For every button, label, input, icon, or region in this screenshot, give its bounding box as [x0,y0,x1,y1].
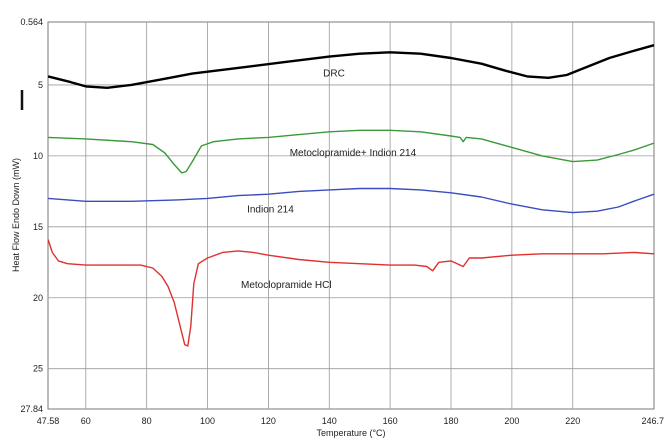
y-tick-label: 27.84 [20,404,43,414]
x-tick-label: 100 [200,416,215,426]
series-line-2 [48,129,655,174]
series-annotation-4: Metoclopramide HCl [241,280,332,291]
x-tick-label: 220 [565,416,580,426]
x-tick-label: 180 [443,416,458,426]
y-tick-label: 20 [33,293,43,303]
x-tick-label: 47.58 [37,416,60,426]
x-axis-ticks: 47.58 60 80 100 120 140 160 180 200 220 246.7 [37,416,664,426]
y-tick-label: 0.564 [20,17,43,27]
x-tick-label: 200 [504,416,519,426]
y-tick-label: 10 [33,151,43,161]
plot-frame [47,21,655,410]
series-annotation-1: DRC [323,68,345,79]
x-tick-label: 246.7 [641,416,664,426]
y-tick-label: 5 [38,80,43,90]
x-tick-label: 140 [322,416,337,426]
x-tick-label: 60 [81,416,91,426]
annotations-group: DRC Metoclopramide+ Indion 214 Indion 214 M… [241,68,417,290]
grid [48,22,654,409]
y-axis-label: Heat Flow Endo Down (mW) [11,158,21,272]
x-tick-label: 80 [142,416,152,426]
series-line-4 [47,239,655,347]
series-line-1 [47,44,655,89]
x-tick-label: 160 [383,416,398,426]
series-group [47,44,655,347]
y-tick-label: 25 [33,364,43,374]
series-annotation-3: Indion 214 [247,205,294,216]
y-axis-ticks: 0.564 5 10 15 20 25 27.84 [20,17,43,414]
x-axis-label: Temperature (°C) [316,428,385,438]
y-tick-label: 15 [33,222,43,232]
series-annotation-2: Metoclopramide+ Indion 214 [290,148,417,159]
series-line-3 [48,187,655,214]
x-tick-label: 120 [261,416,276,426]
